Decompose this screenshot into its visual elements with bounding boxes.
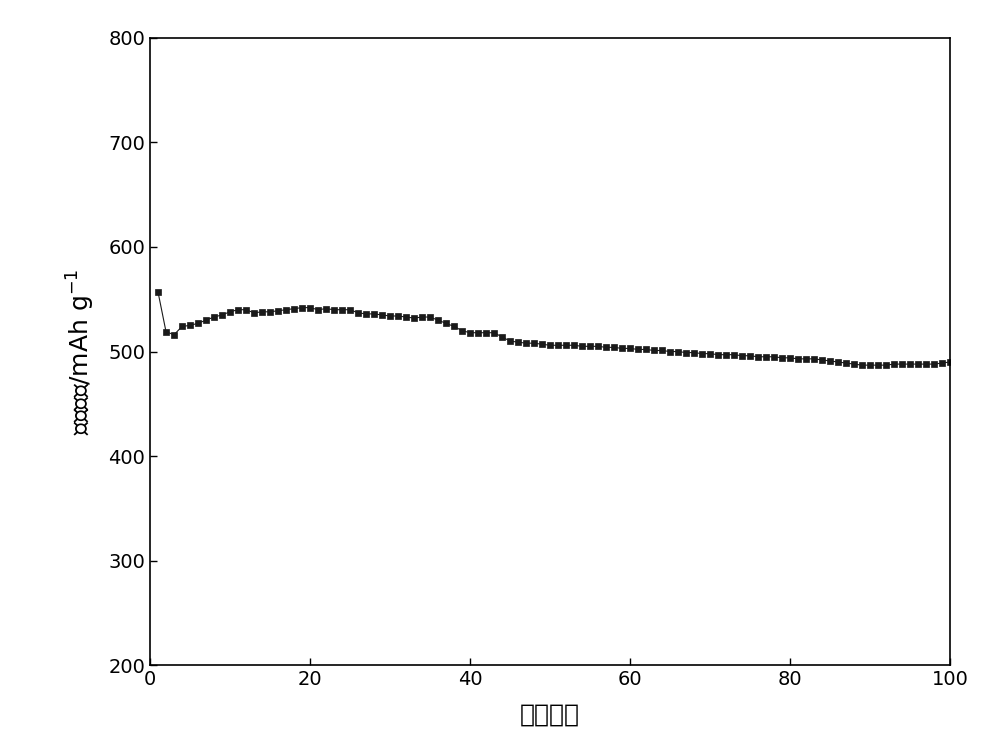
- X-axis label: 循环次数: 循环次数: [520, 703, 580, 727]
- Y-axis label: 放电容量/mAh g$^{-1}$: 放电容量/mAh g$^{-1}$: [65, 268, 97, 435]
